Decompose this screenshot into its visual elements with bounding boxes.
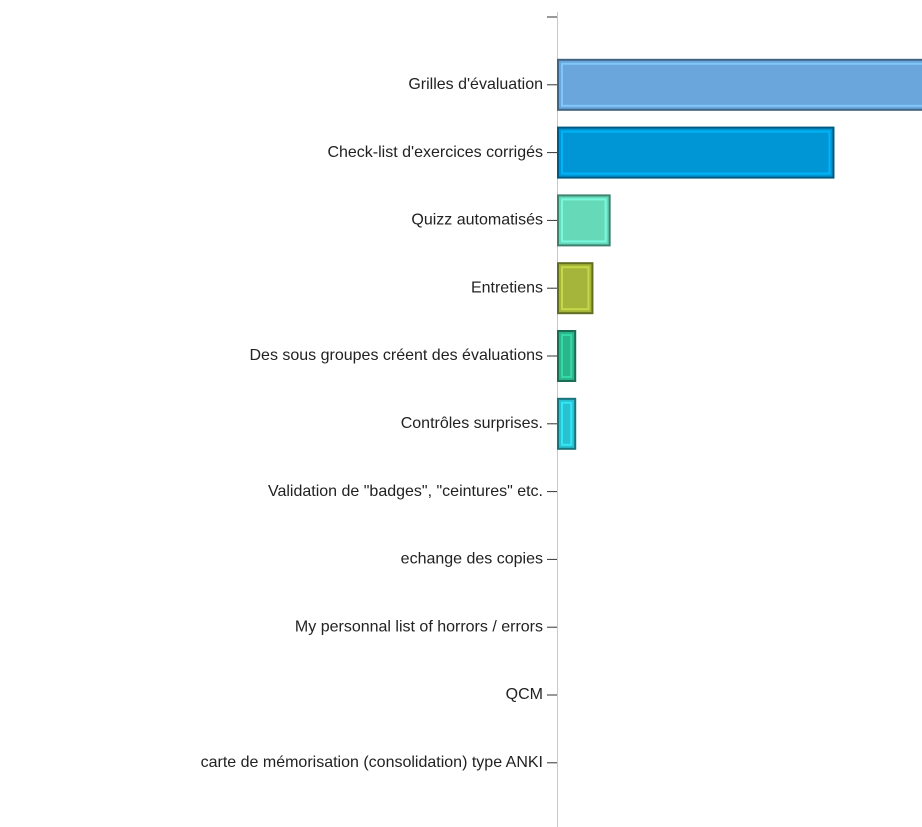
bar-bevel xyxy=(561,130,831,175)
bar xyxy=(557,262,594,315)
y-tick-label: My personnal list of horrors / errors xyxy=(295,618,543,635)
bar xyxy=(557,397,577,450)
y-tick-label: Validation de "badges", "ceintures" etc. xyxy=(268,483,543,500)
y-tick-label: Quizz automatisés xyxy=(411,212,543,229)
y-tick-label: Des sous groupes créent des évaluations xyxy=(249,347,543,364)
bars xyxy=(557,58,922,450)
bar-bevel xyxy=(561,198,607,243)
y-tick-label: Check-list d'exercices corrigés xyxy=(327,144,543,161)
bar xyxy=(557,330,577,382)
y-tick-label: Contrôles surprises. xyxy=(401,415,543,432)
bar-bevel xyxy=(561,62,922,107)
bar-bevel xyxy=(561,334,573,378)
y-tick-label: echange des copies xyxy=(401,551,543,568)
bar-bevel xyxy=(561,266,590,311)
y-tick-label: Entretiens xyxy=(471,279,543,296)
bar-bevel xyxy=(561,401,573,446)
y-tick-label: QCM xyxy=(506,686,543,703)
bar xyxy=(557,194,611,247)
bar xyxy=(557,126,835,179)
bar xyxy=(557,58,922,111)
y-tick-label: carte de mémorisation (consolidation) ty… xyxy=(201,754,543,771)
y-tick-label: Grilles d'évaluation xyxy=(408,76,543,93)
